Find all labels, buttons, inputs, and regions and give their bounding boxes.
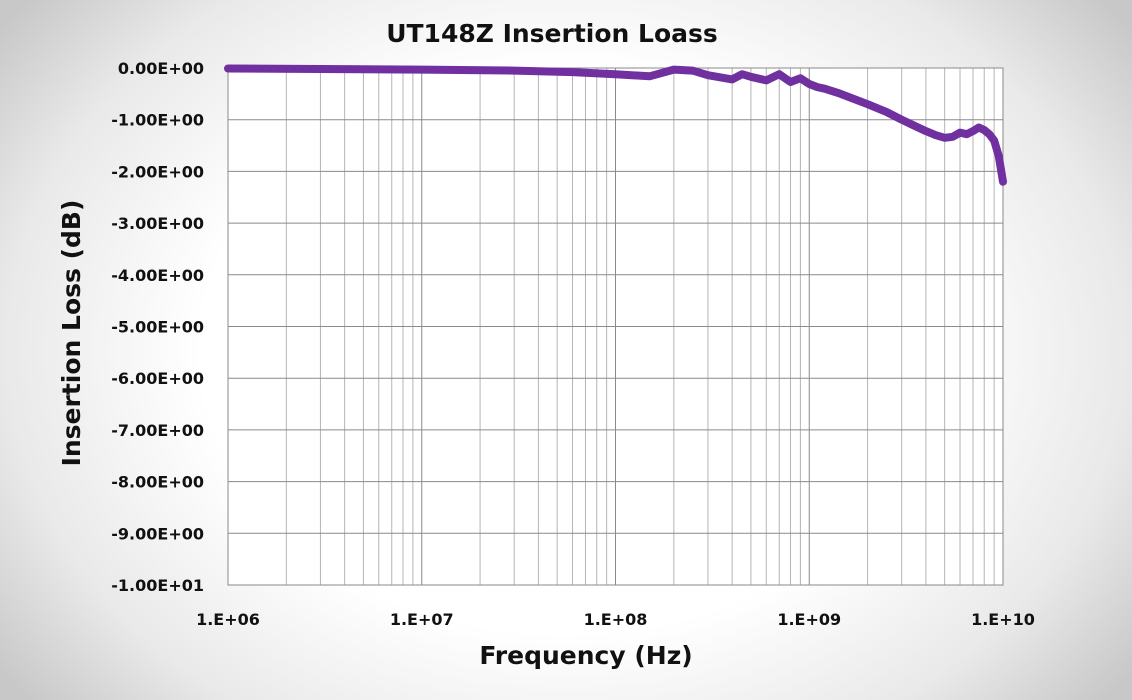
y-tick-label: -5.00E+00	[111, 318, 204, 337]
x-tick-label: 1.E+06	[196, 610, 260, 629]
series-line	[224, 64, 1007, 186]
y-tick-label: -4.00E+00	[111, 266, 204, 285]
x-tick-label: 1.E+07	[390, 610, 454, 629]
x-tick-label: 1.E+10	[971, 610, 1035, 629]
chart-title: UT148Z Insertion Loass	[386, 19, 718, 48]
y-tick-label: -9.00E+00	[111, 524, 204, 543]
series-layer	[224, 64, 1007, 186]
x-axis-ticks: 1.E+06 1.E+07 1.E+08 1.E+09 1.E+10	[196, 610, 1035, 629]
y-tick-label: -1.00E+01	[111, 576, 204, 595]
y-tick-label: -8.00E+00	[111, 473, 204, 492]
x-tick-label: 1.E+08	[584, 610, 648, 629]
y-tick-label: -3.00E+00	[111, 214, 204, 233]
y-axis-title: Insertion Loss (dB)	[57, 200, 86, 467]
x-tick-label: 1.E+09	[777, 610, 841, 629]
grid-lines	[227, 67, 1004, 586]
y-tick-label: -2.00E+00	[111, 162, 204, 181]
y-tick-label: 0.00E+00	[118, 59, 204, 78]
y-tick-label: -1.00E+00	[111, 111, 204, 130]
y-axis-ticks: 0.00E+00 -1.00E+00 -2.00E+00 -3.00E+00 -4.00…	[111, 59, 204, 595]
y-tick-label: -6.00E+00	[111, 369, 204, 388]
x-axis-title: Frequency (Hz)	[479, 641, 692, 670]
y-tick-label: -7.00E+00	[111, 421, 204, 440]
